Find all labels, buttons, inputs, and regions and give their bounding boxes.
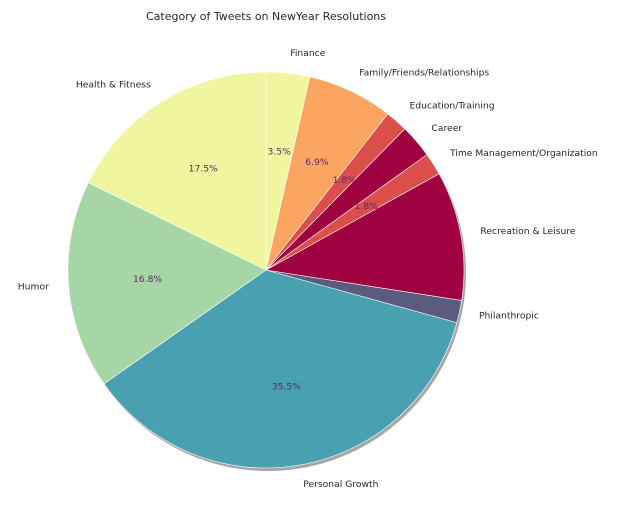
slice-pct-education-training: 1.8%	[333, 175, 357, 186]
slice-pct-humor: 16.8%	[133, 274, 162, 285]
slice-label-time-management-organization: Time Management/Organization	[449, 148, 598, 159]
slice-pct-family-friends-relationships: 6.9%	[305, 157, 329, 168]
pie-slices	[67, 71, 465, 469]
slice-pct-health-fitness: 17.5%	[189, 164, 218, 175]
slice-label-education-training: Education/Training	[410, 101, 495, 112]
slice-label-personal-growth: Personal Growth	[303, 479, 378, 490]
slice-pct-personal-growth: 35.5%	[272, 382, 301, 393]
pie-slice-personal-growth	[103, 269, 458, 469]
slice-label-philanthropic: Philanthropic	[479, 310, 539, 321]
chart-title: Category of Tweets on NewYear Resolution…	[146, 10, 386, 23]
pie-slice-recreation-leisure	[265, 173, 465, 301]
slice-label-finance: Finance	[290, 48, 325, 59]
slice-label-recreation-leisure: Recreation & Leisure	[480, 226, 575, 237]
pie-slice-humor	[67, 182, 267, 385]
slice-pct-time-management-organization: 1.8%	[355, 201, 379, 212]
pie-labels: Health & Fitness 17.5% Humor 16.8% Personal …	[18, 48, 598, 490]
slice-pct-finance: 3.5%	[268, 146, 292, 157]
slice-label-career: Career	[431, 123, 462, 134]
pie-slice-health-fitness	[87, 71, 267, 271]
slice-label-humor: Humor	[18, 281, 49, 292]
pie-slice-finance	[265, 71, 311, 271]
slice-label-health-fitness: Health & Fitness	[76, 80, 151, 91]
slice-label-family-friends-relationships: Family/Friends/Relationships	[359, 68, 489, 79]
